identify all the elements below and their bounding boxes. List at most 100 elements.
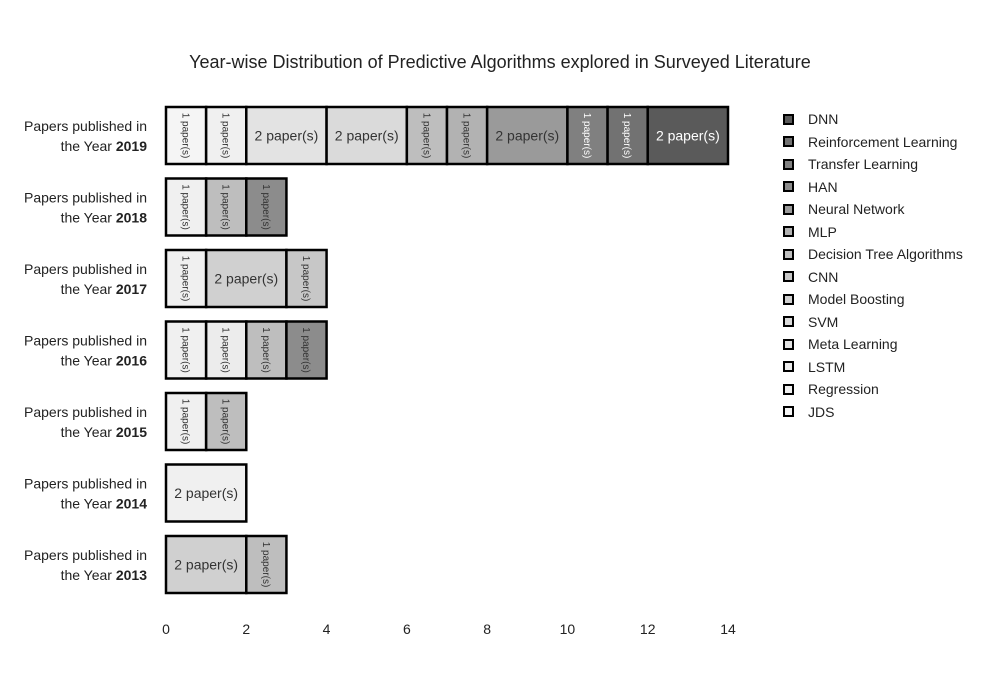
y-tick-label-year-value: 2015 <box>116 424 147 440</box>
bar-data-label: 1 paper(s) <box>420 113 431 159</box>
x-tick-label: 2 <box>242 621 250 637</box>
y-tick-label-year: the Year 2016 <box>61 353 148 369</box>
y-tick-label-prefix: the Year <box>61 424 116 440</box>
legend-swatch <box>783 248 794 260</box>
x-tick-label: 14 <box>720 621 736 637</box>
x-tick-label: 6 <box>403 621 411 637</box>
bar-data-label: 2 paper(s) <box>495 128 559 144</box>
x-tick-label: 12 <box>640 621 656 637</box>
legend-label: LSTM <box>808 358 846 375</box>
legend-label: Model Boosting <box>808 291 905 308</box>
legend-swatch <box>783 271 794 283</box>
bar-data-label: 2 paper(s) <box>255 128 319 144</box>
y-tick-label: Papers published in <box>24 190 147 206</box>
bar-segment <box>245 105 328 166</box>
legend-item: Reinforcement Learning <box>783 131 963 154</box>
bar-data-label: 1 paper(s) <box>581 113 592 159</box>
y-tick-label: Papers published in <box>24 404 147 420</box>
legend-item: Meta Learning <box>783 333 963 356</box>
legend-swatch <box>783 181 794 193</box>
y-tick-label: Papers published in <box>24 118 147 134</box>
chart-legend: DNN Reinforcement Learning Transfer Learni… <box>783 108 963 423</box>
bar-segment <box>164 248 208 309</box>
legend-swatch <box>783 316 794 328</box>
legend-swatch <box>783 226 794 238</box>
legend-item: Decision Tree Algorithms <box>783 243 963 266</box>
bar-data-label: 1 paper(s) <box>180 113 191 159</box>
legend-label: HAN <box>808 178 838 195</box>
bar-data-label: 2 paper(s) <box>174 485 238 501</box>
bar-segment <box>164 177 208 237</box>
bar-data-label: 1 paper(s) <box>300 256 311 302</box>
legend-label: CNN <box>808 268 839 285</box>
legend-label: Regression <box>808 381 879 398</box>
bar-segment <box>606 105 649 166</box>
legend-label: MLP <box>808 223 837 240</box>
bar-segment <box>164 463 248 523</box>
bar-segment <box>325 105 409 166</box>
legend-swatch <box>783 383 794 395</box>
bar-segment <box>445 105 489 166</box>
y-tick-label-year-value: 2016 <box>116 353 147 369</box>
x-tick-label: 8 <box>483 621 491 637</box>
legend-item: Model Boosting <box>783 288 963 311</box>
bar-data-label: 1 paper(s) <box>180 256 191 302</box>
legend-item: HAN <box>783 176 963 199</box>
y-tick-label-year-value: 2018 <box>116 210 147 226</box>
y-tick-label: Papers published in <box>24 547 147 563</box>
legend-item: CNN <box>783 266 963 289</box>
y-tick-label-year: the Year 2017 <box>61 281 148 297</box>
bar-data-label: 1 paper(s) <box>461 113 472 159</box>
y-tick-label-year: the Year 2014 <box>61 496 148 512</box>
legend-label: Meta Learning <box>808 336 898 353</box>
chart-title: Year-wise Distribution of Predictive Alg… <box>189 52 811 72</box>
y-tick-label-prefix: the Year <box>61 138 116 154</box>
bar-segment <box>204 248 288 309</box>
legend-label: JDS <box>808 403 835 420</box>
bar-data-label: 1 paper(s) <box>300 327 311 373</box>
legend-item: LSTM <box>783 356 963 379</box>
bar-segment <box>245 534 288 595</box>
y-tick-label-prefix: the Year <box>61 567 116 583</box>
legend-item: DNN <box>783 108 963 131</box>
y-tick-label-prefix: the Year <box>61 210 116 226</box>
legend-swatch <box>783 136 794 148</box>
y-tick-label-year: the Year 2013 <box>61 567 148 583</box>
bar-segment <box>245 177 288 237</box>
y-tick-label-year-value: 2019 <box>116 138 147 154</box>
y-tick-label-prefix: the Year <box>61 281 116 297</box>
bar-segment <box>646 105 730 166</box>
legend-swatch <box>783 113 794 125</box>
legend-item: Neural Network <box>783 198 963 221</box>
legend-item: JDS <box>783 401 963 424</box>
bar-data-label: 2 paper(s) <box>656 128 720 144</box>
legend-swatch <box>783 406 794 418</box>
x-tick-label: 4 <box>323 621 331 637</box>
bar-segment <box>204 320 248 380</box>
legend-swatch <box>783 338 794 350</box>
y-tick-label-year-value: 2013 <box>116 567 147 583</box>
y-tick-label: Papers published in <box>24 476 147 492</box>
bar-data-label: 1 paper(s) <box>180 184 191 230</box>
bar-segment <box>164 534 248 595</box>
y-tick-label: Papers published in <box>24 261 147 277</box>
y-tick-label-prefix: the Year <box>61 496 116 512</box>
bar-data-label: 2 paper(s) <box>214 271 278 287</box>
bar-data-label: 1 paper(s) <box>220 327 231 373</box>
legend-item: Regression <box>783 378 963 401</box>
x-tick-label: 10 <box>560 621 576 637</box>
bar-data-label: 1 paper(s) <box>621 113 632 159</box>
legend-label: DNN <box>808 111 839 128</box>
bar-data-label: 1 paper(s) <box>180 399 191 445</box>
bar-data-label: 1 paper(s) <box>220 184 231 230</box>
legend-item: SVM <box>783 311 963 334</box>
y-tick-label: Papers published in <box>24 333 147 349</box>
legend-label: Neural Network <box>808 201 905 218</box>
bar-data-label: 1 paper(s) <box>260 542 271 588</box>
legend-swatch <box>783 293 794 305</box>
bar-segment <box>164 391 208 452</box>
bar-data-label: 1 paper(s) <box>220 113 231 159</box>
legend-swatch <box>783 158 794 170</box>
bar-data-label: 1 paper(s) <box>260 184 271 230</box>
